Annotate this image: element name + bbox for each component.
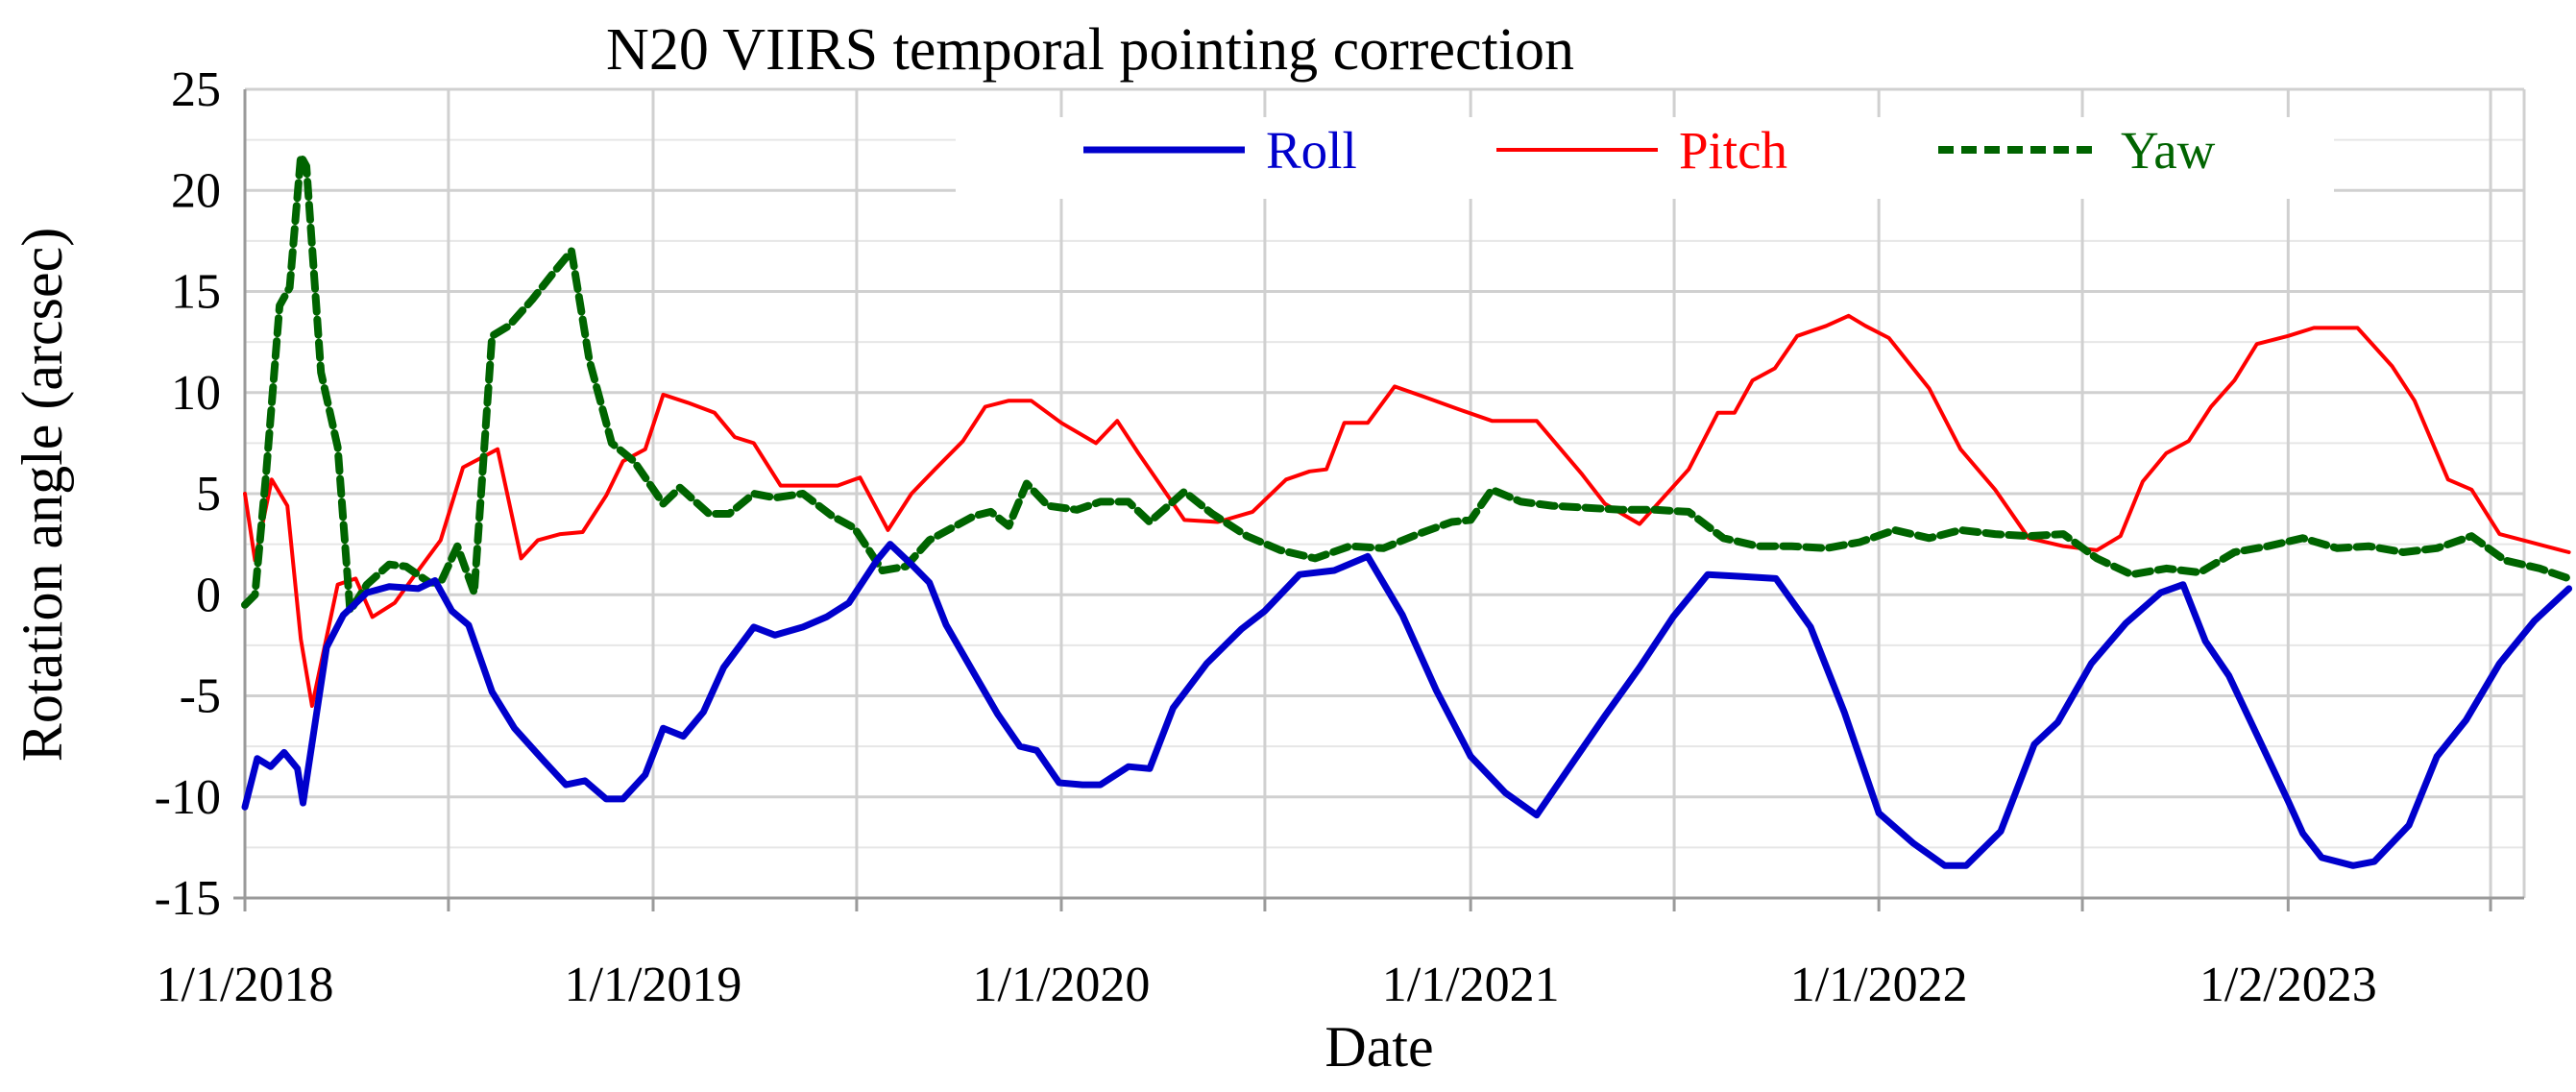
y-tick-label: -15	[155, 871, 221, 926]
series-layer	[241, 152, 2573, 869]
x-tick-label: 1/1/2020	[973, 958, 1151, 1012]
x-tick-label: 1/2/2023	[2199, 958, 2377, 1012]
y-tick-label: -10	[155, 770, 221, 825]
x-axis-label: Date	[1324, 1015, 1433, 1079]
x-tick-label: 1/1/2021	[1382, 958, 1560, 1012]
series-line-roll	[241, 541, 2573, 869]
grid	[245, 87, 2526, 898]
legend-box	[956, 117, 2334, 199]
chart-title: N20 VIIRS temporal pointing correction	[606, 17, 1574, 83]
legend-label-yaw: Yaw	[2121, 121, 2216, 180]
y-tick-label: 5	[196, 467, 221, 522]
legend-label-pitch: Pitch	[1679, 121, 1787, 180]
series-line-yaw	[241, 152, 2573, 616]
series-line-pitch	[243, 313, 2571, 708]
x-tick-label: 1/1/2018	[157, 958, 334, 1012]
y-tick-label: 0	[196, 568, 221, 622]
y-tick-label: 25	[171, 62, 221, 117]
x-tick-label: 1/1/2019	[565, 958, 742, 1012]
y-axis-label: Rotation angle (arcsec)	[11, 228, 74, 762]
x-tick-label: 1/1/2022	[1790, 958, 1968, 1012]
tick-labels: -15 -10 -5 0 5 10 15 20 25 1/1/2018 1/1/2019 1/1/20…	[155, 62, 2377, 1012]
y-tick-label: -5	[180, 669, 221, 724]
legend: Roll Pitch Yaw	[956, 117, 2334, 199]
y-tick-label: 15	[171, 265, 221, 320]
y-tick-label: 20	[171, 163, 221, 218]
legend-label-roll: Roll	[1266, 121, 1357, 180]
y-tick-label: 10	[171, 366, 221, 421]
